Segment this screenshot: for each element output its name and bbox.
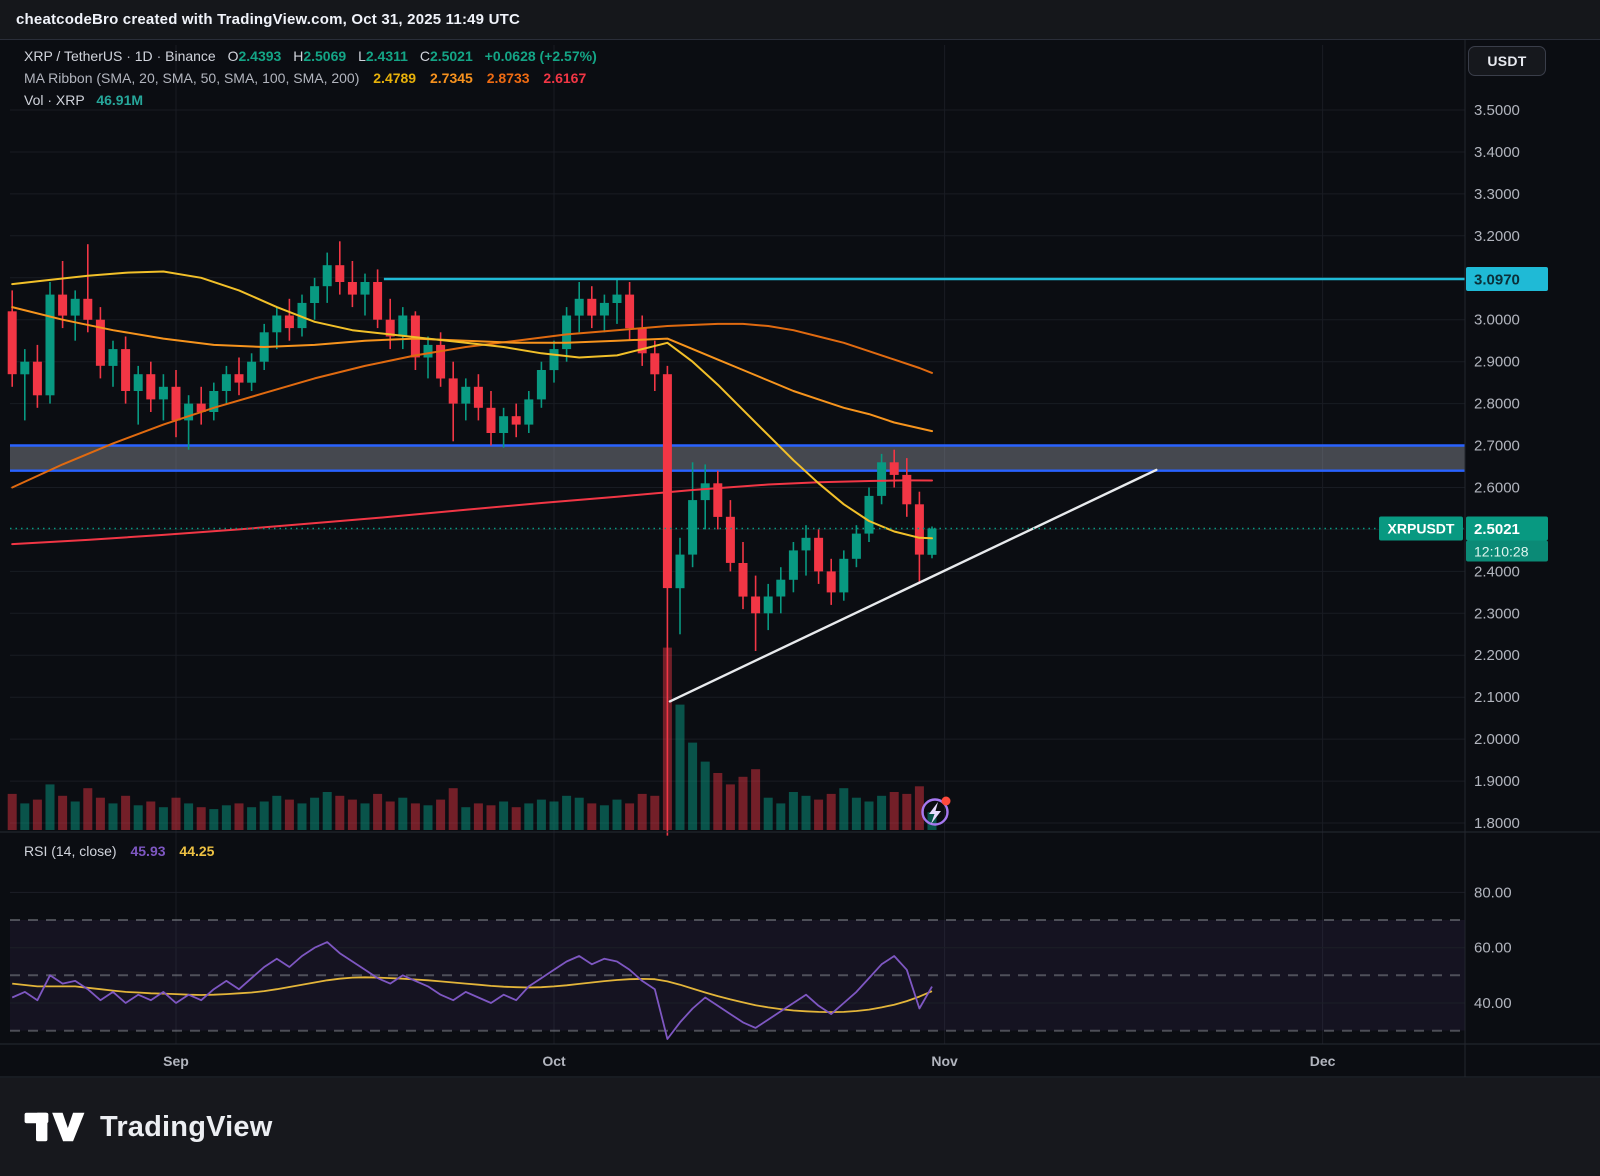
price-axis[interactable]: 3.5000 3.4000 3.3000 3.2000 3.0000 2.9000 2.80… <box>1474 102 1520 1012</box>
svg-text:2.5021: 2.5021 <box>1474 521 1520 538</box>
high-value: 2.5069 <box>303 48 347 64</box>
volume-label: Vol · XRP <box>24 92 85 108</box>
current-price-label: 2.5021 12:10:28 <box>1466 516 1548 562</box>
svg-text:3.0000: 3.0000 <box>1474 312 1520 329</box>
pane-separators[interactable] <box>0 40 1600 1078</box>
month-label: Dec <box>1310 1053 1336 1069</box>
rsi-value: 45.93 <box>130 843 166 859</box>
sma200-value: 2.6167 <box>543 70 587 86</box>
chart-background <box>0 40 1600 1078</box>
svg-text:3.5000: 3.5000 <box>1474 102 1520 119</box>
svg-text:XRPUSDT: XRPUSDT <box>1388 521 1455 537</box>
supply-zone[interactable] <box>10 444 1465 472</box>
rsi-label: RSI (14, close) <box>24 843 117 859</box>
svg-text:3.3000: 3.3000 <box>1474 186 1520 203</box>
brand-footer: TradingView <box>0 1078 1600 1176</box>
rsi-legend-row[interactable]: RSI (14, close) 45.93 44.25 <box>24 843 214 859</box>
svg-text:2.7000: 2.7000 <box>1474 438 1520 455</box>
svg-text:80.00: 80.00 <box>1474 884 1512 901</box>
close-letter: C <box>419 48 430 64</box>
volume-legend-row[interactable]: Vol · XRP 46.91M <box>24 92 143 108</box>
volume-value: 46.91M <box>96 92 144 108</box>
ma-ribbon-label: MA Ribbon (SMA, 20, SMA, 50, SMA, 100, S… <box>24 70 360 86</box>
month-label: Sep <box>163 1053 189 1069</box>
svg-text:1.8000: 1.8000 <box>1474 815 1520 832</box>
chart-canvas[interactable]: Sep Oct Nov Dec 3.5000 3.4000 3.3000 3.2000 3.0… <box>0 40 1600 1078</box>
sma20-line <box>11 270 933 540</box>
symbol-legend-row[interactable]: XRP / TetherUS · 1D · Binance O2.4393 H2… <box>24 48 597 64</box>
high-letter: H <box>293 48 304 64</box>
lightning-button[interactable] <box>921 796 951 826</box>
open-letter: O <box>227 48 239 64</box>
sma100-value: 2.8733 <box>486 70 530 86</box>
ma-ribbon-legend-row[interactable]: MA Ribbon (SMA, 20, SMA, 50, SMA, 100, S… <box>24 70 586 86</box>
sma100-line <box>11 322 933 489</box>
trendline[interactable] <box>668 468 1158 703</box>
symbol-price-tag: XRPUSDT <box>1379 516 1463 541</box>
candlesticks <box>7 241 937 836</box>
svg-text:1.9000: 1.9000 <box>1474 773 1520 790</box>
attribution-bar: cheatcodeBro created with TradingView.co… <box>0 0 1600 40</box>
low-letter: L <box>358 48 366 64</box>
rsi-line <box>11 941 933 1040</box>
svg-text:3.0970: 3.0970 <box>1474 272 1520 289</box>
low-value: 2.4311 <box>365 48 408 64</box>
svg-text:40.00: 40.00 <box>1474 995 1512 1012</box>
bar-countdown: 12:10:28 <box>1474 544 1529 560</box>
sma20-value: 2.4789 <box>373 70 417 86</box>
svg-text:2.9000: 2.9000 <box>1474 354 1520 371</box>
open-value: 2.4393 <box>238 48 282 64</box>
sma200-line <box>11 479 933 546</box>
month-label: Nov <box>931 1053 958 1069</box>
sma50-line <box>11 306 933 433</box>
svg-text:2.8000: 2.8000 <box>1474 396 1520 413</box>
month-label: Oct <box>542 1053 566 1069</box>
tradingview-logo-icon[interactable] <box>24 1108 86 1146</box>
interval-label: 1D <box>134 48 153 64</box>
svg-text:2.2000: 2.2000 <box>1474 647 1520 664</box>
tradingview-logo-text[interactable]: TradingView <box>100 1110 273 1143</box>
svg-text:3.2000: 3.2000 <box>1474 228 1520 245</box>
currency-toggle-button[interactable]: USDT <box>1468 46 1546 76</box>
svg-text:2.3000: 2.3000 <box>1474 605 1520 622</box>
attribution-text: cheatcodeBro created with TradingView.co… <box>16 11 521 28</box>
exchange-label: Binance <box>165 48 216 64</box>
svg-text:3.4000: 3.4000 <box>1474 144 1520 161</box>
change-value: +0.0628 (+2.57%) <box>484 48 597 64</box>
rsi-ma-value: 44.25 <box>179 843 215 859</box>
resistance-price-label: 3.0970 <box>1466 267 1548 291</box>
svg-text:2.4000: 2.4000 <box>1474 563 1520 580</box>
svg-text:2.6000: 2.6000 <box>1474 480 1520 497</box>
sma50-value: 2.7345 <box>429 70 473 86</box>
symbol-title: XRP / TetherUS <box>24 48 123 64</box>
svg-text:2.0000: 2.0000 <box>1474 731 1520 748</box>
svg-text:2.1000: 2.1000 <box>1474 689 1520 706</box>
time-gridlines: Sep Oct Nov Dec <box>163 45 1336 1069</box>
close-value: 2.5021 <box>429 48 473 64</box>
svg-text:60.00: 60.00 <box>1474 940 1512 957</box>
